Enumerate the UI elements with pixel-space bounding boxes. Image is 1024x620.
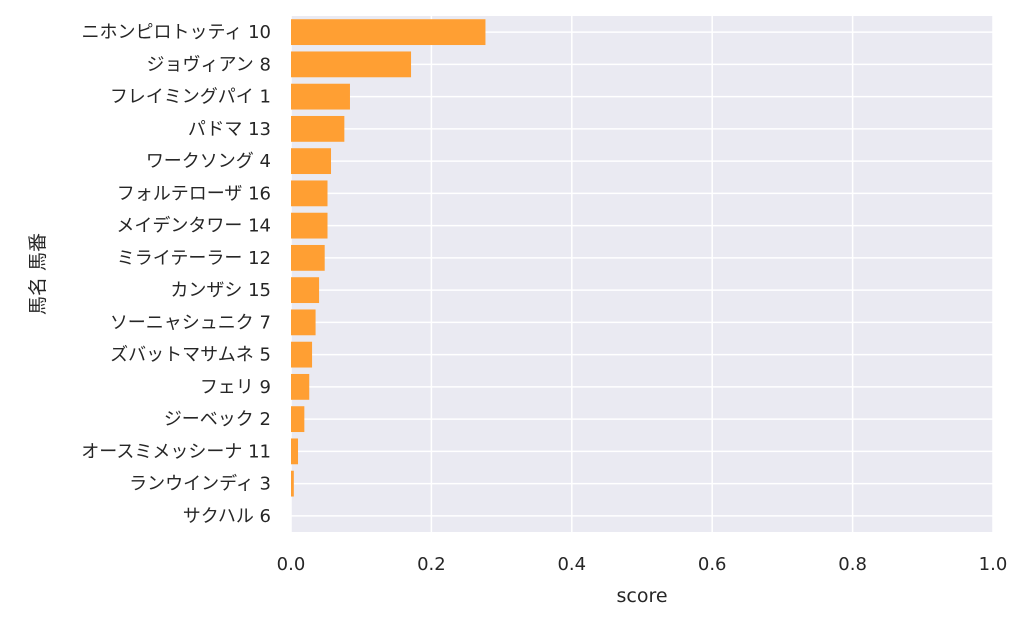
y-tick-labels: ニホンピロトッティ 10 ジョヴィアン 8 フレイミングパイ 1 パドマ 13 ワークソ… bbox=[81, 22, 271, 527]
y-tick-label: カンザシ 15 bbox=[170, 280, 271, 301]
bar bbox=[291, 83, 350, 110]
y-tick-label: ジーベック 2 bbox=[164, 409, 271, 430]
y-tick-label: ランウインディ 3 bbox=[129, 474, 271, 495]
y-tick-label: ズバットマサムネ 5 bbox=[110, 345, 271, 366]
bar bbox=[291, 19, 486, 46]
plot-area bbox=[291, 16, 993, 532]
x-tick-label: 0.8 bbox=[838, 554, 867, 575]
bar bbox=[291, 406, 305, 433]
x-tick-label: 0.2 bbox=[417, 554, 446, 575]
x-tick-labels: 0.0 0.2 0.4 0.6 0.8 1.0 bbox=[277, 554, 1008, 575]
bar bbox=[291, 277, 320, 304]
x-tick-label: 0.4 bbox=[557, 554, 586, 575]
y-tick-label: メイデンタワー 14 bbox=[116, 216, 271, 237]
y-tick-label: ワークソング 4 bbox=[146, 151, 271, 172]
x-axis-label: score bbox=[616, 585, 667, 607]
bar bbox=[291, 309, 316, 336]
y-tick-label: オースミメッシーナ 11 bbox=[81, 441, 271, 462]
y-tick-label: ジョヴィアン 8 bbox=[147, 54, 271, 75]
bar bbox=[291, 244, 325, 271]
bars-group bbox=[291, 19, 486, 497]
y-tick-label: パドマ 13 bbox=[188, 119, 271, 140]
y-axis-label: 馬名 馬番 bbox=[27, 233, 49, 315]
bar bbox=[291, 470, 294, 497]
grid-lines bbox=[290, 16, 994, 532]
y-tick-label: ミライテーラー 12 bbox=[117, 248, 271, 269]
x-tick-label: 0.6 bbox=[698, 554, 727, 575]
y-tick-label: ソーニャシュニク 7 bbox=[110, 312, 271, 333]
bar bbox=[291, 373, 310, 400]
bar bbox=[291, 180, 328, 207]
bar bbox=[291, 148, 332, 175]
y-tick-label: サクハル 6 bbox=[183, 506, 271, 527]
bar bbox=[291, 438, 299, 465]
bar bbox=[291, 51, 412, 78]
x-tick-label: 1.0 bbox=[979, 554, 1008, 575]
y-tick-label: ニホンピロトッティ 10 bbox=[81, 22, 271, 43]
bar bbox=[291, 341, 313, 368]
bar bbox=[291, 212, 328, 239]
y-tick-label: フレイミングパイ 1 bbox=[110, 87, 271, 108]
x-tick-label: 0.0 bbox=[277, 554, 306, 575]
y-tick-label: フェリ 9 bbox=[200, 377, 271, 398]
bar bbox=[291, 115, 345, 142]
y-tick-label: フォルテローザ 16 bbox=[117, 183, 271, 204]
